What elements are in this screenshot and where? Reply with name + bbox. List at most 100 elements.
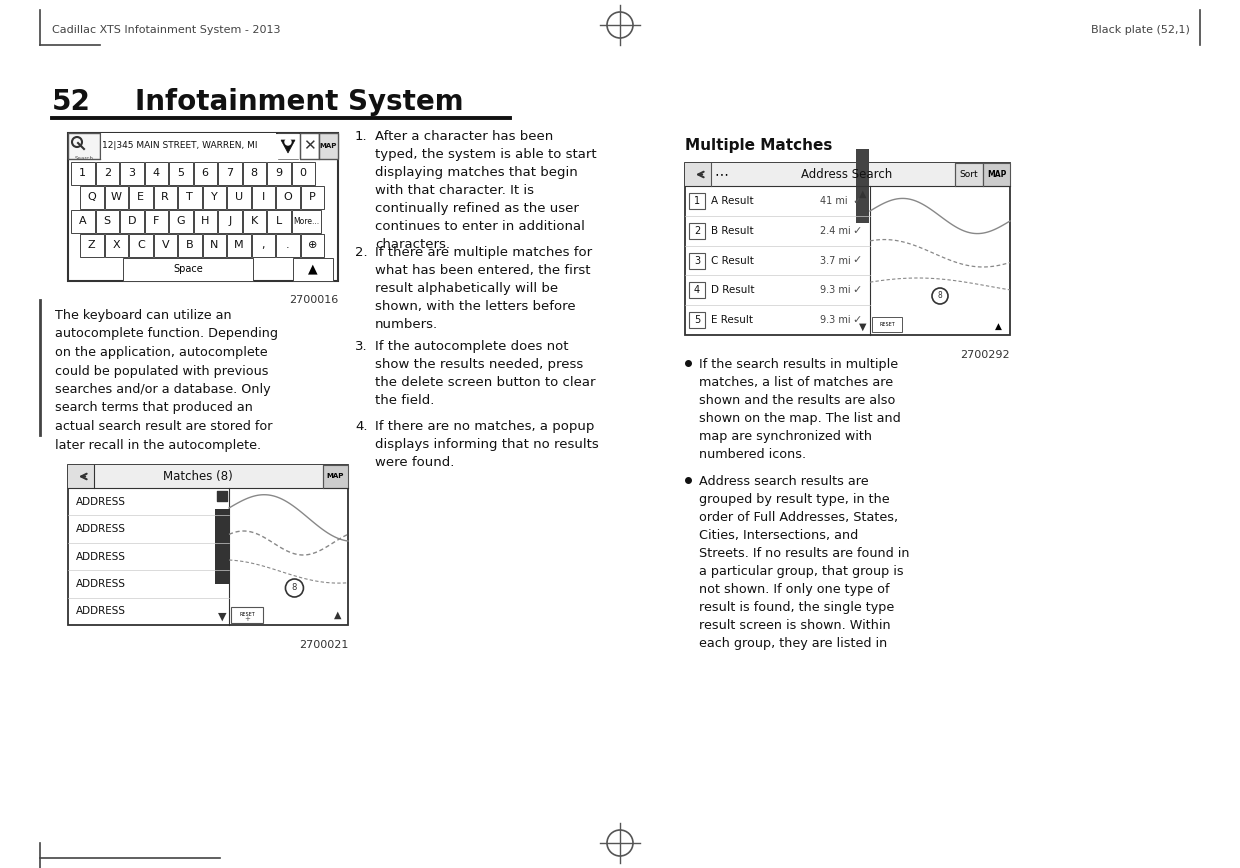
Text: 2700292: 2700292 bbox=[960, 350, 1011, 360]
Text: 4: 4 bbox=[694, 286, 701, 295]
FancyBboxPatch shape bbox=[684, 163, 711, 186]
FancyBboxPatch shape bbox=[684, 163, 1011, 335]
FancyBboxPatch shape bbox=[169, 210, 192, 233]
Text: ▲: ▲ bbox=[218, 491, 226, 501]
FancyBboxPatch shape bbox=[277, 234, 300, 257]
FancyBboxPatch shape bbox=[300, 186, 324, 209]
FancyBboxPatch shape bbox=[154, 186, 177, 209]
Text: If there are multiple matches for
what has been entered, the first
result alphab: If there are multiple matches for what h… bbox=[374, 246, 593, 331]
FancyBboxPatch shape bbox=[252, 186, 275, 209]
FancyBboxPatch shape bbox=[300, 133, 319, 159]
Text: B Result: B Result bbox=[711, 226, 754, 236]
Text: The keyboard can utilize an
autocomplete function. Depending
on the application,: The keyboard can utilize an autocomplete… bbox=[55, 309, 278, 451]
FancyBboxPatch shape bbox=[169, 162, 192, 185]
Text: O: O bbox=[284, 192, 293, 202]
Text: ▲: ▲ bbox=[335, 610, 342, 620]
FancyBboxPatch shape bbox=[120, 210, 144, 233]
Text: 1.: 1. bbox=[355, 130, 367, 143]
Text: Z: Z bbox=[88, 240, 95, 250]
FancyBboxPatch shape bbox=[689, 223, 706, 239]
FancyBboxPatch shape bbox=[71, 210, 94, 233]
Text: K: K bbox=[250, 216, 258, 226]
Text: A Result: A Result bbox=[711, 196, 754, 206]
FancyBboxPatch shape bbox=[100, 133, 277, 159]
Text: Infotainment System: Infotainment System bbox=[135, 88, 464, 116]
FancyBboxPatch shape bbox=[689, 253, 706, 268]
Text: If the search results in multiple
matches, a list of matches are
shown and the r: If the search results in multiple matche… bbox=[699, 358, 900, 461]
Text: Address search results are
grouped by result type, in the
order of Full Addresse: Address search results are grouped by re… bbox=[699, 475, 909, 650]
FancyBboxPatch shape bbox=[300, 234, 324, 257]
Text: ADDRESS: ADDRESS bbox=[76, 524, 126, 534]
FancyBboxPatch shape bbox=[319, 133, 339, 159]
FancyBboxPatch shape bbox=[231, 607, 263, 623]
Text: ⋯: ⋯ bbox=[714, 168, 728, 181]
FancyBboxPatch shape bbox=[243, 162, 267, 185]
Text: U: U bbox=[234, 192, 243, 202]
Text: 2700021: 2700021 bbox=[299, 640, 348, 650]
FancyBboxPatch shape bbox=[145, 162, 167, 185]
FancyBboxPatch shape bbox=[293, 258, 334, 281]
FancyBboxPatch shape bbox=[218, 162, 242, 185]
FancyBboxPatch shape bbox=[179, 234, 201, 257]
Text: Cadillac XTS Infotainment System - 2013: Cadillac XTS Infotainment System - 2013 bbox=[52, 25, 280, 35]
Text: 3.: 3. bbox=[355, 340, 367, 353]
Text: ▲: ▲ bbox=[309, 262, 317, 275]
FancyBboxPatch shape bbox=[154, 234, 177, 257]
Text: 3: 3 bbox=[694, 255, 701, 266]
Text: 9: 9 bbox=[275, 168, 283, 178]
Text: More...: More... bbox=[293, 216, 319, 226]
Text: V: V bbox=[161, 240, 169, 250]
Text: 2: 2 bbox=[694, 226, 701, 236]
Text: B: B bbox=[186, 240, 193, 250]
Text: Q: Q bbox=[87, 192, 97, 202]
Text: 7: 7 bbox=[226, 168, 233, 178]
FancyBboxPatch shape bbox=[689, 193, 706, 209]
FancyBboxPatch shape bbox=[689, 312, 706, 328]
FancyBboxPatch shape bbox=[123, 258, 253, 281]
Text: If there are no matches, a popup
displays informing that no results
were found.: If there are no matches, a popup display… bbox=[374, 420, 599, 469]
FancyBboxPatch shape bbox=[856, 148, 869, 223]
FancyBboxPatch shape bbox=[983, 163, 1011, 186]
Text: ADDRESS: ADDRESS bbox=[76, 496, 126, 507]
Text: H: H bbox=[201, 216, 210, 226]
Text: ✓: ✓ bbox=[852, 255, 862, 266]
Circle shape bbox=[285, 579, 304, 597]
Text: RESET: RESET bbox=[879, 323, 895, 327]
FancyBboxPatch shape bbox=[202, 234, 226, 257]
Text: E: E bbox=[138, 192, 144, 202]
Text: N: N bbox=[210, 240, 218, 250]
Text: 4: 4 bbox=[153, 168, 160, 178]
Text: I: I bbox=[262, 192, 265, 202]
Text: X: X bbox=[113, 240, 120, 250]
FancyBboxPatch shape bbox=[104, 186, 128, 209]
Text: Search: Search bbox=[74, 156, 93, 161]
Text: 41 mi: 41 mi bbox=[820, 196, 848, 206]
Text: 0: 0 bbox=[300, 168, 306, 178]
Text: Sort: Sort bbox=[960, 170, 978, 179]
Text: 2: 2 bbox=[104, 168, 110, 178]
FancyBboxPatch shape bbox=[68, 133, 100, 159]
Text: 9.3 mi: 9.3 mi bbox=[820, 286, 851, 295]
FancyBboxPatch shape bbox=[227, 186, 250, 209]
Text: Black plate (52,1): Black plate (52,1) bbox=[1091, 25, 1190, 35]
Text: 9.3 mi: 9.3 mi bbox=[820, 315, 851, 326]
Text: ▼: ▼ bbox=[218, 612, 226, 622]
FancyBboxPatch shape bbox=[243, 210, 267, 233]
Text: ▼: ▼ bbox=[859, 322, 867, 332]
Text: ADDRESS: ADDRESS bbox=[76, 579, 126, 589]
FancyBboxPatch shape bbox=[872, 317, 901, 332]
FancyBboxPatch shape bbox=[71, 162, 94, 185]
Text: 2.: 2. bbox=[355, 246, 367, 259]
Text: ▲: ▲ bbox=[994, 321, 1002, 331]
FancyBboxPatch shape bbox=[120, 162, 144, 185]
FancyBboxPatch shape bbox=[193, 210, 217, 233]
Text: G: G bbox=[176, 216, 185, 226]
FancyBboxPatch shape bbox=[68, 133, 339, 281]
Text: ✓: ✓ bbox=[852, 315, 862, 326]
Text: After a character has been
typed, the system is able to start
displaying matches: After a character has been typed, the sy… bbox=[374, 130, 596, 251]
FancyBboxPatch shape bbox=[95, 162, 119, 185]
Text: RESET: RESET bbox=[239, 613, 255, 617]
FancyBboxPatch shape bbox=[215, 509, 229, 584]
Text: W: W bbox=[110, 192, 122, 202]
Text: 3.7 mi: 3.7 mi bbox=[820, 255, 851, 266]
